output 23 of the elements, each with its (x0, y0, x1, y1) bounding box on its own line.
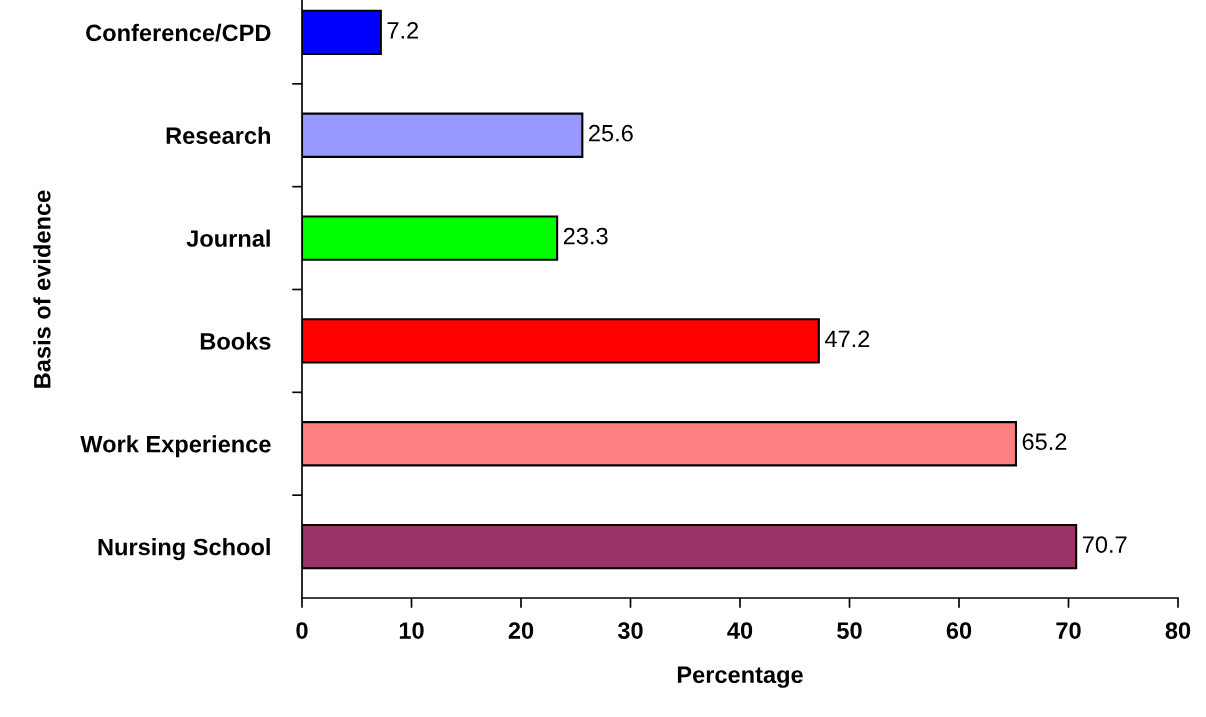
x-axis-title: Percentage (677, 666, 803, 688)
x-tick-label: 0 (296, 622, 308, 639)
x-tick-label: 50 (837, 622, 862, 639)
x-tick-label: 30 (617, 622, 643, 639)
x-tick-label: 70 (1056, 622, 1081, 639)
y-tick-label: Conference/CPD (86, 23, 271, 42)
x-tick-label: 60 (946, 622, 972, 639)
data-label: 47.2 (824, 330, 870, 348)
x-tick-label: 20 (508, 622, 534, 639)
data-label: 70.7 (1082, 536, 1127, 553)
y-tick-label: Research (166, 126, 270, 145)
x-tick-label: 10 (399, 622, 424, 639)
y-tick-label: Books (200, 332, 271, 350)
data-label: 25.6 (589, 124, 633, 142)
y-tick-label: Work Experience (80, 435, 271, 458)
data-label: 65.2 (1022, 433, 1067, 451)
data-label: 7.2 (387, 22, 419, 39)
x-tick-label: 40 (727, 622, 753, 639)
data-label: 23.3 (563, 227, 608, 245)
y-tick-label: Journal (186, 229, 270, 247)
y-tick-label: Nursing School (98, 538, 270, 561)
y-axis-title: Basis of evidence (33, 190, 51, 388)
x-tick-label: 80 (1165, 622, 1191, 639)
